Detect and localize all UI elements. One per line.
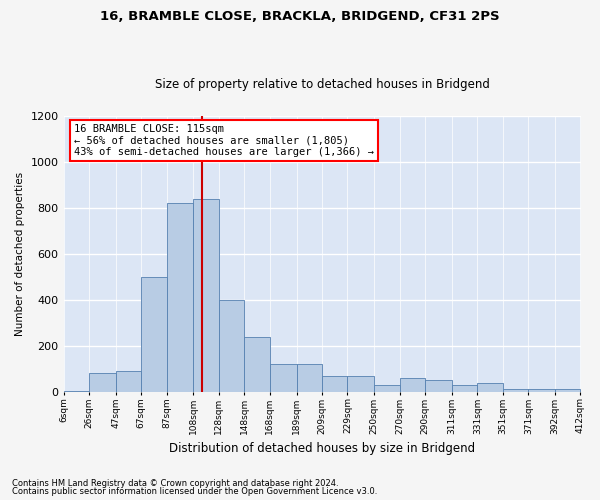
Bar [452, 385, 478, 392]
Bar [167, 203, 193, 392]
X-axis label: Distribution of detached houses by size in Bridgend: Distribution of detached houses by size … [169, 442, 475, 455]
Bar [193, 198, 219, 392]
Bar [425, 380, 452, 392]
Bar [89, 374, 116, 392]
Bar [296, 364, 322, 392]
Text: Contains public sector information licensed under the Open Government Licence v3: Contains public sector information licen… [12, 487, 377, 496]
Bar [64, 390, 89, 392]
Text: Contains HM Land Registry data © Crown copyright and database right 2024.: Contains HM Land Registry data © Crown c… [12, 478, 338, 488]
Bar [270, 364, 296, 392]
Text: 16 BRAMBLE CLOSE: 115sqm
← 56% of detached houses are smaller (1,805)
43% of sem: 16 BRAMBLE CLOSE: 115sqm ← 56% of detach… [74, 124, 374, 158]
Bar [219, 300, 244, 392]
Bar [528, 390, 555, 392]
Text: 16, BRAMBLE CLOSE, BRACKLA, BRIDGEND, CF31 2PS: 16, BRAMBLE CLOSE, BRACKLA, BRIDGEND, CF… [100, 10, 500, 23]
Bar [555, 390, 580, 392]
Bar [503, 390, 528, 392]
Bar [374, 385, 400, 392]
Y-axis label: Number of detached properties: Number of detached properties [15, 172, 25, 336]
Title: Size of property relative to detached houses in Bridgend: Size of property relative to detached ho… [155, 78, 490, 91]
Bar [244, 336, 270, 392]
Bar [347, 376, 374, 392]
Bar [478, 382, 503, 392]
Bar [322, 376, 347, 392]
Bar [141, 277, 167, 392]
Bar [400, 378, 425, 392]
Bar [116, 371, 141, 392]
